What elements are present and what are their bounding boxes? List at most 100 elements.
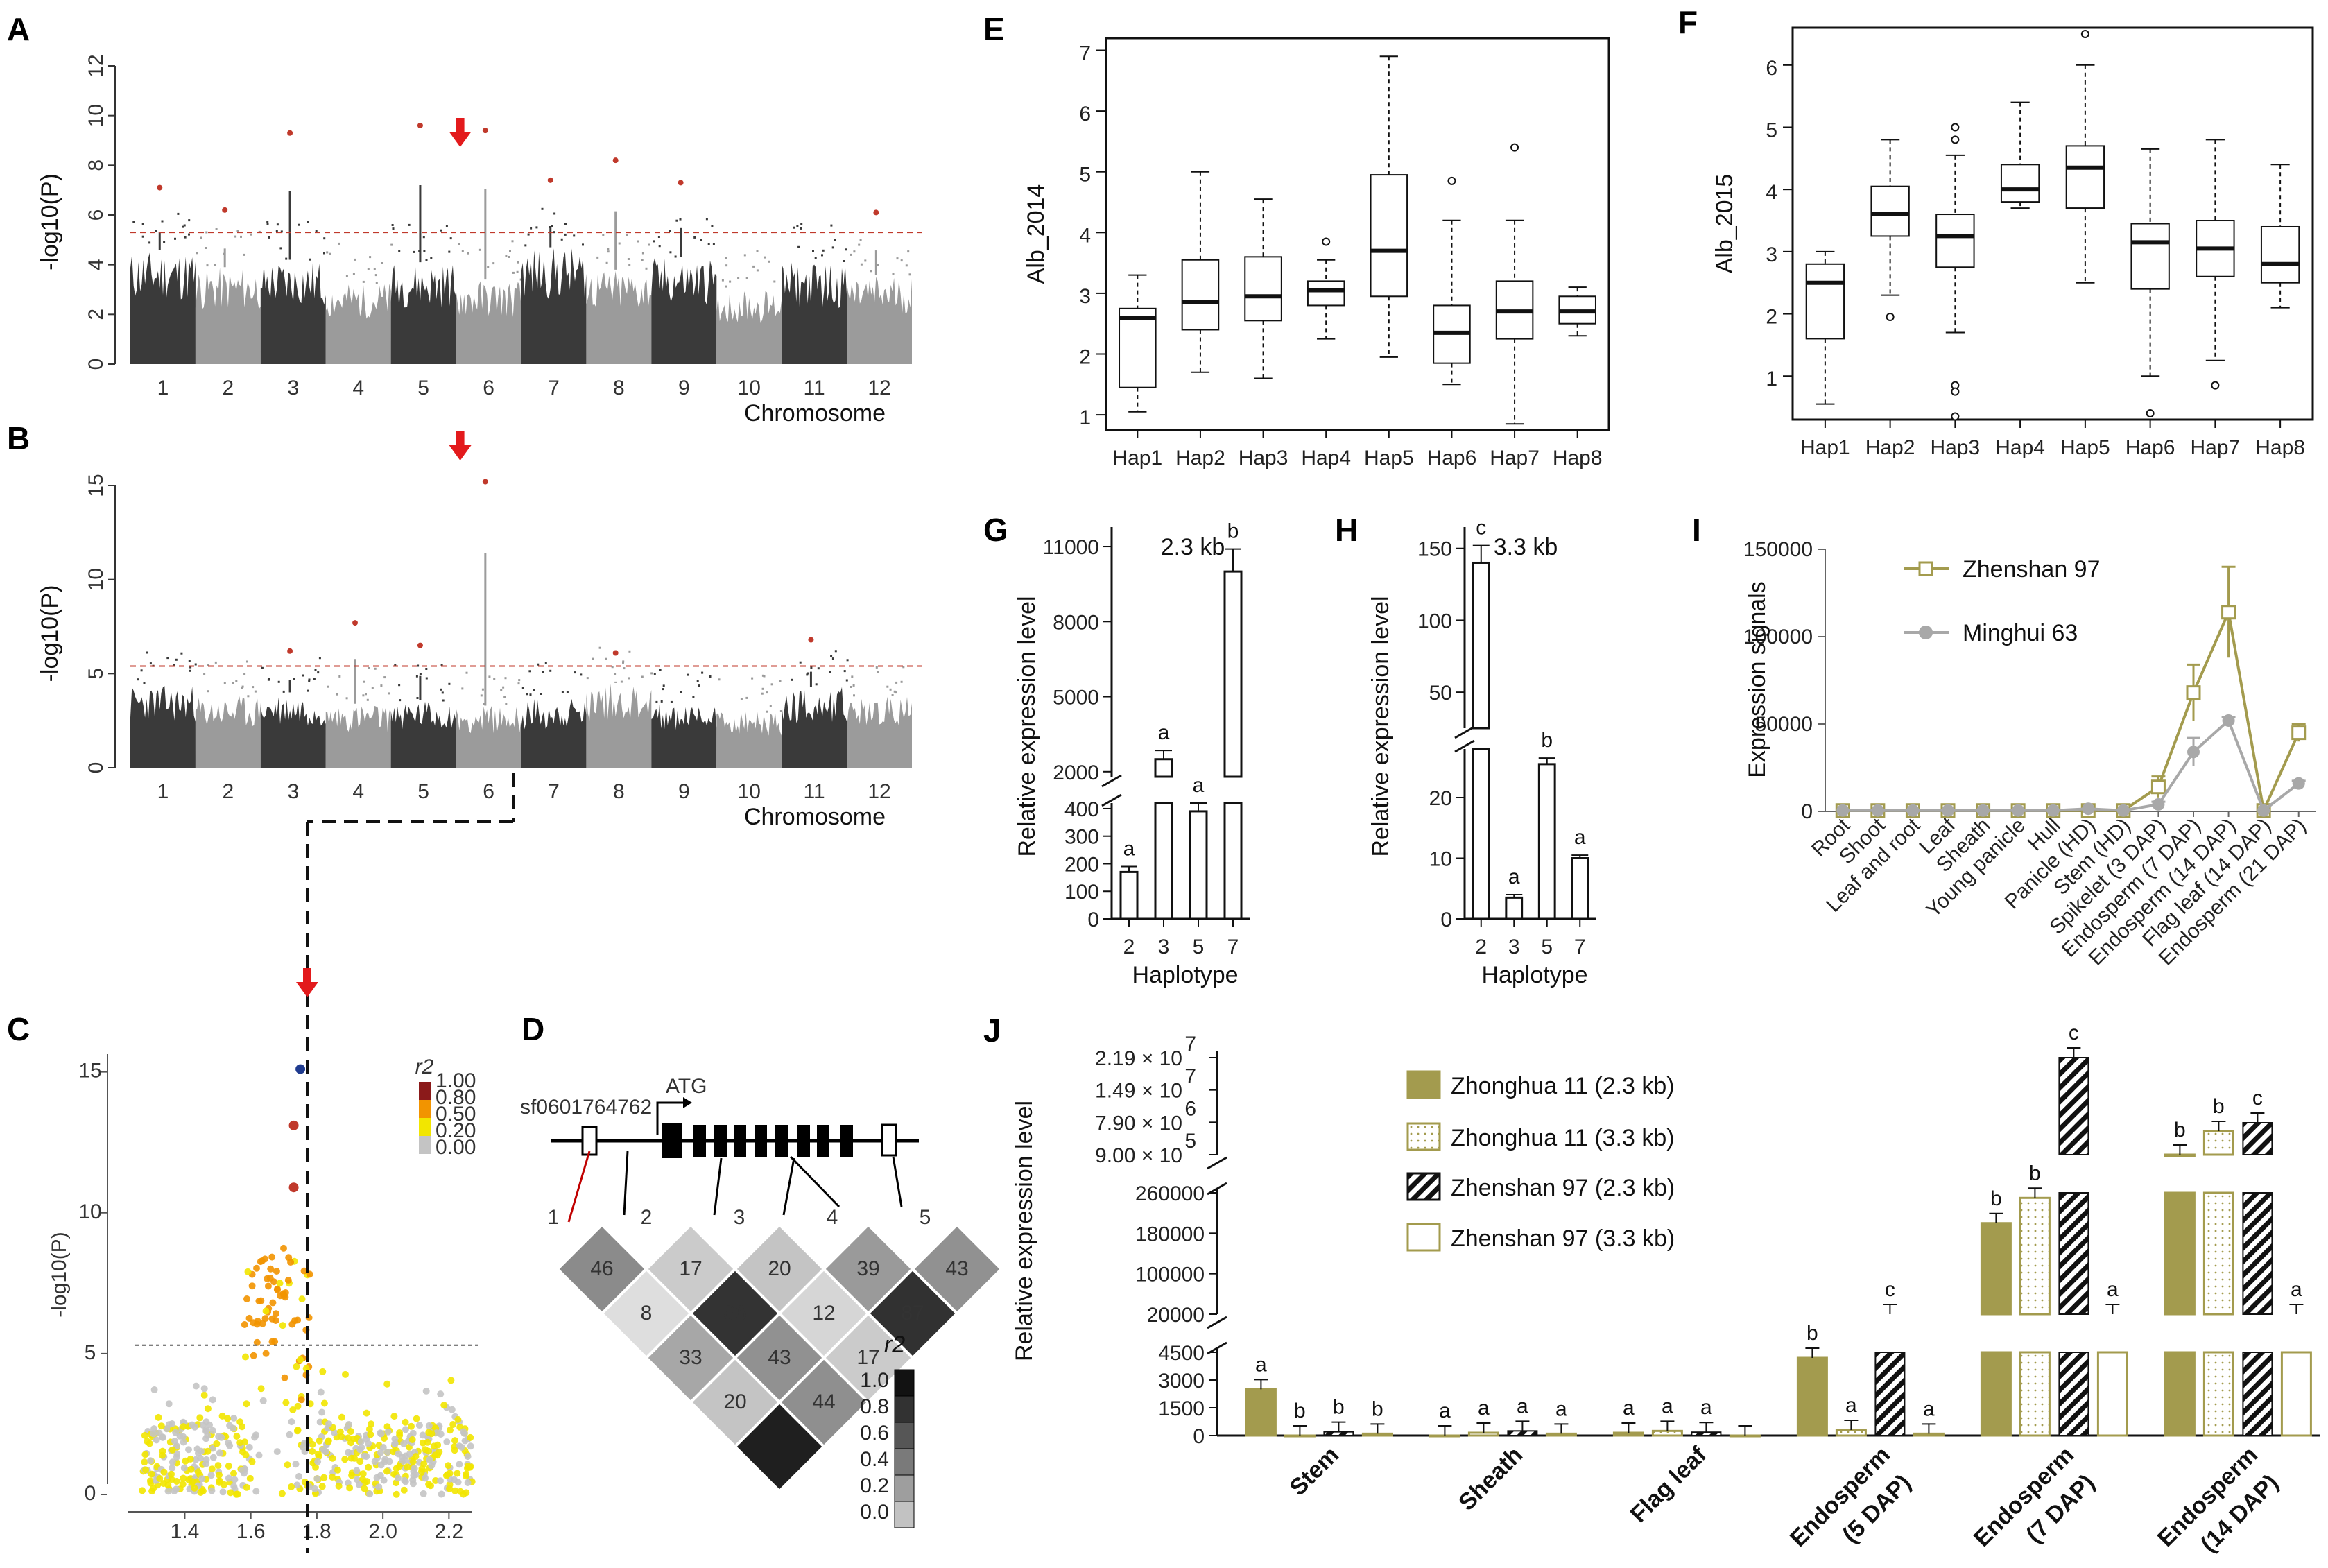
snp-point: [307, 221, 309, 223]
snp-point: [273, 1310, 279, 1318]
legend-marker: [1918, 561, 1933, 576]
snp-point: [766, 710, 768, 713]
snp-point: [282, 690, 285, 693]
bar-middle: [2058, 1192, 2089, 1315]
snp-point: [425, 1422, 433, 1429]
snp-point: [161, 220, 164, 223]
snp-point: [347, 1439, 354, 1447]
snp-point: [192, 1382, 200, 1390]
snp-point: [505, 703, 508, 705]
snp-point: [745, 277, 748, 279]
series-marker: [2150, 779, 2166, 795]
snp-point: [440, 688, 442, 691]
snp-point: [157, 1422, 165, 1430]
significance-letter: b: [2213, 1095, 2225, 1118]
ld-legend-swatch: [894, 1422, 915, 1449]
snp-point: [383, 1467, 390, 1475]
snp-point: [573, 234, 576, 237]
snp-point: [408, 1422, 415, 1430]
snp-point: [623, 667, 626, 670]
bar-lower: [1874, 1352, 1906, 1436]
snp-point: [369, 256, 372, 259]
snp-point: [451, 1447, 458, 1454]
atg-label: ATG: [666, 1075, 707, 1098]
y-tick-label: 0: [1193, 1425, 1205, 1448]
snp-connector: [713, 1157, 723, 1216]
significance-letter: a: [1845, 1394, 1857, 1417]
snp-point: [297, 1356, 304, 1363]
y-tick-label: 20: [1429, 787, 1452, 810]
snp-point: [436, 1448, 443, 1456]
snp-point: [216, 1449, 223, 1457]
y-tick-label: 2000: [1053, 761, 1099, 784]
snp-point: [448, 1406, 456, 1413]
chromosome-tick-label: 4: [352, 780, 364, 803]
snp-point: [225, 1462, 232, 1470]
y-tick-label: 3: [1766, 243, 1777, 266]
snp-point: [345, 275, 348, 277]
x-tick-label: 2.2: [435, 1520, 464, 1543]
snp-point: [140, 669, 143, 672]
snp-point: [346, 1484, 354, 1492]
bar-upper: [1154, 758, 1173, 778]
snp-point: [696, 680, 699, 682]
snp-point: [402, 1426, 409, 1433]
snp-point: [329, 1473, 336, 1481]
snp-point: [512, 271, 515, 274]
snp-point: [426, 1456, 433, 1463]
peak-point: [287, 648, 293, 654]
snp-point: [530, 227, 533, 230]
snp-point: [253, 1320, 261, 1328]
snp-point: [544, 662, 547, 664]
series-marker: [1871, 804, 1884, 817]
y-axis-label: -log10(P): [48, 1232, 71, 1317]
chromosome-tick-label: 6: [483, 377, 494, 399]
snp-point: [428, 1462, 436, 1470]
snp-point: [611, 666, 614, 669]
snp-point: [464, 1479, 472, 1486]
snp-point: [179, 1481, 187, 1488]
snp-point: [363, 1453, 370, 1461]
snp-point: [285, 1254, 293, 1261]
series-marker: [2222, 714, 2235, 727]
snp-point: [205, 247, 207, 249]
ld-value: 12: [812, 1302, 835, 1325]
y-tick-label: 5: [1766, 119, 1777, 141]
chromosome-block-12: [847, 277, 912, 364]
snp-point: [173, 664, 175, 666]
snp-point: [259, 1397, 267, 1404]
snp-point: [150, 1386, 158, 1393]
snp-point: [314, 669, 317, 671]
y-tick-label: 10: [85, 104, 107, 127]
chromosome-tick-label: 12: [868, 780, 890, 803]
x-tick-label: 1.6: [236, 1520, 266, 1543]
snp-point: [483, 703, 485, 705]
snp-point: [280, 1244, 287, 1252]
snp-point: [422, 1387, 430, 1395]
bar: [1691, 1431, 1722, 1436]
snp-point: [331, 1429, 338, 1436]
snp-point: [537, 663, 540, 666]
snp-point: [308, 678, 311, 681]
axis-break: [1207, 1156, 1227, 1170]
ld-legend-swatch: [894, 1501, 915, 1528]
snp-point: [214, 1462, 222, 1470]
y-axis-label: -log10(P): [37, 173, 63, 270]
significance-letter: c: [1476, 517, 1486, 540]
bar-lower: [2164, 1351, 2196, 1437]
snp-point: [359, 1476, 367, 1483]
snp-point: [267, 1265, 275, 1273]
snp-point: [756, 250, 759, 252]
snp-point: [298, 223, 300, 226]
snp-point: [189, 666, 192, 669]
snp-point: [627, 258, 630, 260]
snp-point: [422, 1474, 429, 1482]
y-tick-label: 400: [1064, 798, 1099, 821]
box: [1935, 214, 1975, 268]
snp-point: [235, 680, 238, 682]
snp-point: [447, 1377, 455, 1384]
snp-point: [313, 1475, 321, 1483]
tss-arrow-head: [683, 1097, 692, 1108]
